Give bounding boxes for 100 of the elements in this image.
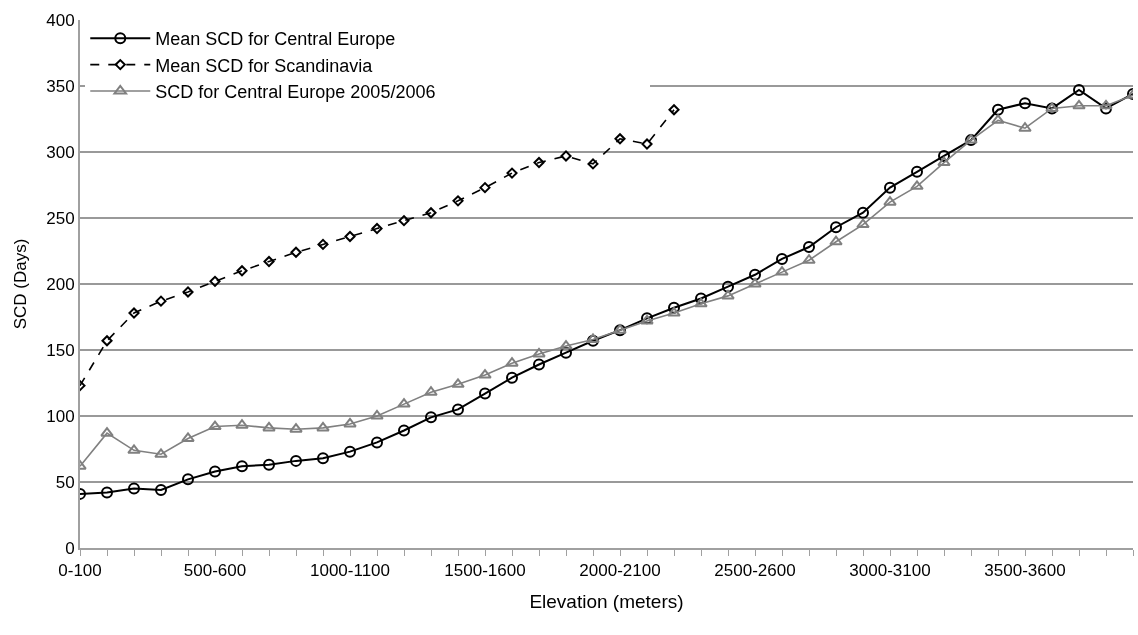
point bbox=[775, 266, 789, 276]
point bbox=[1073, 83, 1085, 96]
point bbox=[209, 275, 221, 287]
point bbox=[425, 207, 437, 219]
point bbox=[559, 340, 573, 350]
point bbox=[506, 167, 518, 179]
point bbox=[884, 181, 896, 194]
point bbox=[586, 333, 600, 343]
y-tick-label: 400 bbox=[46, 10, 75, 30]
point bbox=[100, 427, 114, 437]
point bbox=[722, 280, 734, 293]
point bbox=[856, 218, 870, 229]
point bbox=[317, 238, 329, 250]
point bbox=[668, 104, 680, 116]
point bbox=[398, 424, 410, 437]
point bbox=[424, 386, 438, 396]
y-tick-label: 300 bbox=[46, 142, 75, 162]
y-tick-label: 150 bbox=[46, 340, 75, 360]
x-tick-label: 2000-2100 bbox=[579, 561, 661, 581]
point bbox=[533, 157, 545, 169]
x-tick-label: 2500-2600 bbox=[714, 561, 796, 581]
point bbox=[857, 206, 869, 219]
y-tick-label: 200 bbox=[46, 274, 75, 294]
point bbox=[829, 235, 843, 246]
point bbox=[452, 403, 464, 416]
point bbox=[155, 483, 167, 496]
y-tick-label: 0 bbox=[65, 538, 75, 558]
point bbox=[802, 254, 816, 264]
point bbox=[236, 265, 248, 277]
point bbox=[290, 454, 302, 467]
point bbox=[1099, 99, 1113, 110]
point bbox=[587, 334, 599, 347]
point bbox=[155, 295, 167, 307]
point bbox=[505, 357, 519, 367]
point bbox=[371, 436, 383, 449]
point bbox=[614, 133, 626, 145]
point bbox=[343, 417, 357, 428]
point bbox=[1019, 97, 1031, 110]
point bbox=[776, 252, 788, 265]
point bbox=[452, 195, 464, 207]
point bbox=[560, 150, 572, 162]
point bbox=[641, 138, 653, 150]
point bbox=[1018, 122, 1032, 132]
point bbox=[209, 465, 221, 478]
point bbox=[1100, 102, 1112, 115]
point bbox=[127, 444, 141, 454]
point bbox=[398, 215, 410, 227]
point bbox=[803, 241, 815, 254]
y-tick-label: 250 bbox=[46, 208, 75, 228]
point bbox=[479, 387, 491, 400]
point bbox=[236, 460, 248, 473]
legend-label: Mean SCD for Scandinavia bbox=[155, 55, 374, 76]
point bbox=[479, 182, 491, 194]
x-tick-label: 3000-3100 bbox=[849, 561, 931, 581]
point bbox=[154, 448, 168, 458]
point bbox=[532, 347, 546, 358]
point bbox=[289, 423, 303, 433]
point bbox=[208, 420, 222, 431]
point bbox=[235, 419, 249, 429]
legend-label: Mean SCD for Central Europe bbox=[155, 29, 396, 50]
x-tick-label: 500-600 bbox=[183, 561, 247, 581]
point bbox=[587, 158, 599, 170]
point bbox=[560, 346, 572, 359]
y-tick-label: 350 bbox=[46, 76, 75, 96]
x-axis-title: Elevation (meters) bbox=[529, 590, 684, 612]
point bbox=[937, 156, 951, 167]
point bbox=[992, 103, 1004, 116]
point bbox=[101, 335, 113, 347]
point bbox=[290, 246, 302, 258]
point bbox=[263, 256, 275, 268]
point bbox=[128, 482, 140, 495]
point bbox=[425, 411, 437, 424]
legend-label: SCD for Central Europe 2005/2006 bbox=[155, 82, 436, 103]
y-axis-title: SCD (Days) bbox=[11, 238, 31, 330]
point bbox=[128, 307, 140, 319]
x-tick-label: 0-100 bbox=[58, 561, 102, 581]
point bbox=[371, 223, 383, 235]
x-tick-label: 3500-3600 bbox=[984, 561, 1066, 581]
point bbox=[370, 410, 384, 420]
point bbox=[667, 307, 681, 317]
point bbox=[938, 149, 950, 162]
point bbox=[451, 378, 465, 388]
x-tick-label: 1500-1600 bbox=[444, 561, 526, 581]
point bbox=[830, 221, 842, 234]
point bbox=[344, 230, 356, 243]
point bbox=[668, 301, 680, 314]
point bbox=[316, 421, 330, 432]
point bbox=[911, 165, 923, 178]
point bbox=[263, 458, 275, 471]
point bbox=[344, 445, 356, 458]
point bbox=[748, 278, 762, 288]
y-tick-label: 100 bbox=[46, 406, 75, 426]
point bbox=[182, 286, 194, 298]
point bbox=[182, 473, 194, 486]
point bbox=[721, 289, 735, 300]
point bbox=[883, 196, 897, 206]
point bbox=[101, 486, 113, 499]
point bbox=[317, 452, 329, 465]
y-tick-label: 50 bbox=[55, 472, 75, 492]
point bbox=[506, 371, 518, 384]
